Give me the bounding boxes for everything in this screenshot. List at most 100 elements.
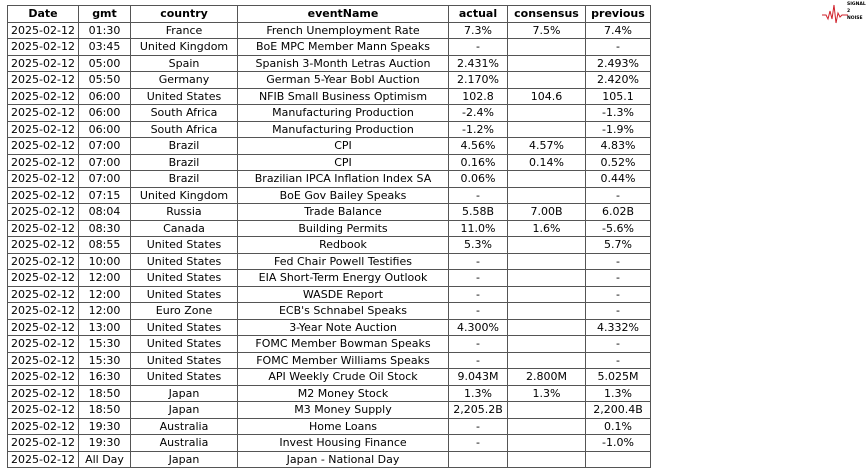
cell-country: Japan — [130, 384, 238, 402]
cell-gmt: 08:04 — [78, 203, 131, 221]
cell-date: 2025-02-12 — [7, 384, 79, 402]
table-row: 2025-02-12 19:30 Australia Invest Housing F… — [7, 434, 651, 452]
cell-consensus — [507, 252, 586, 270]
cell-previous: - — [585, 335, 651, 353]
cell-gmt: 18:50 — [78, 401, 131, 419]
cell-date: 2025-02-12 — [7, 269, 79, 287]
cell-date: 2025-02-12 — [7, 87, 79, 105]
cell-gmt: 15:30 — [78, 351, 131, 369]
cell-date: 2025-02-12 — [7, 401, 79, 419]
cell-date: 2025-02-12 — [7, 137, 79, 155]
cell-gmt: 06:00 — [78, 104, 131, 122]
cell-gmt: 06:00 — [78, 87, 131, 105]
cell-previous: 0.1% — [585, 417, 651, 435]
cell-actual: - — [448, 186, 508, 204]
cell-event-name: CPI — [237, 137, 449, 155]
column-header-actual: actual — [448, 5, 508, 23]
cell-consensus — [507, 417, 586, 435]
cell-date: 2025-02-12 — [7, 186, 79, 204]
cell-country: United States — [130, 335, 238, 353]
cell-consensus — [507, 285, 586, 303]
cell-consensus: 7.00B — [507, 203, 586, 221]
cell-gmt: 08:30 — [78, 219, 131, 237]
cell-event-name: Japan - National Day — [237, 450, 449, 468]
cell-date: 2025-02-12 — [7, 417, 79, 435]
table-row: 2025-02-12 10:00 United States Fed Chair Po… — [7, 252, 651, 270]
cell-event-name: German 5-Year Bobl Auction — [237, 71, 449, 89]
cell-gmt: 03:45 — [78, 38, 131, 56]
cell-country: Brazil — [130, 153, 238, 171]
cell-previous: - — [585, 38, 651, 56]
cell-actual: - — [448, 351, 508, 369]
cell-gmt: 08:55 — [78, 236, 131, 254]
cell-previous: - — [585, 186, 651, 204]
cell-consensus — [507, 186, 586, 204]
column-header-event-name: eventName — [237, 5, 449, 23]
table-row: 2025-02-12 07:00 Brazil CPI 4.56% 4.57% 4.83% — [7, 137, 651, 155]
cell-gmt: 12:00 — [78, 302, 131, 320]
cell-country: United Kingdom — [130, 38, 238, 56]
cell-event-name: Building Permits — [237, 219, 449, 237]
table-row: 2025-02-12 All Day Japan Japan - National D… — [7, 450, 651, 468]
cell-consensus — [507, 120, 586, 138]
cell-previous: 4.332% — [585, 318, 651, 336]
table-row: 2025-02-12 07:00 Brazil Brazilian IPCA Infl… — [7, 170, 651, 188]
cell-actual: 5.58B — [448, 203, 508, 221]
cell-gmt: 18:50 — [78, 384, 131, 402]
cell-actual: 2,205.2B — [448, 401, 508, 419]
cell-date: 2025-02-12 — [7, 351, 79, 369]
cell-previous: -1.0% — [585, 434, 651, 452]
cell-event-name: M2 Money Stock — [237, 384, 449, 402]
cell-event-name: M3 Money Supply — [237, 401, 449, 419]
cell-date: 2025-02-12 — [7, 219, 79, 237]
cell-consensus — [507, 302, 586, 320]
cell-previous: -1.3% — [585, 104, 651, 122]
cell-date: 2025-02-12 — [7, 21, 79, 39]
cell-event-name: FOMC Member Williams Speaks — [237, 351, 449, 369]
cell-country: Russia — [130, 203, 238, 221]
cell-gmt: 05:50 — [78, 71, 131, 89]
cell-country: United States — [130, 236, 238, 254]
cell-gmt: 07:00 — [78, 153, 131, 171]
cell-previous: 2.420% — [585, 71, 651, 89]
cell-country: United States — [130, 252, 238, 270]
table-row: 2025-02-12 15:30 United States FOMC Member … — [7, 351, 651, 369]
table-row: 2025-02-12 07:15 United Kingdom BoE Gov Bai… — [7, 186, 651, 204]
signal-2-noise-logo: SIGNAL 2 NOISE — [822, 1, 866, 25]
table-row: 2025-02-12 01:30 France French Unemployment… — [7, 21, 651, 39]
cell-event-name: Fed Chair Powell Testifies — [237, 252, 449, 270]
cell-gmt: 01:30 — [78, 21, 131, 39]
cell-country: United States — [130, 269, 238, 287]
cell-gmt: 16:30 — [78, 368, 131, 386]
cell-date: 2025-02-12 — [7, 71, 79, 89]
cell-actual: 9.043M — [448, 368, 508, 386]
column-header-country: country — [130, 5, 238, 23]
cell-actual: - — [448, 335, 508, 353]
cell-consensus: 0.14% — [507, 153, 586, 171]
cell-country: United States — [130, 87, 238, 105]
cell-actual: 7.3% — [448, 21, 508, 39]
table-row: 2025-02-12 18:50 Japan M2 Money Stock 1.3% 1.… — [7, 384, 651, 402]
cell-date: 2025-02-12 — [7, 302, 79, 320]
cell-event-name: Home Loans — [237, 417, 449, 435]
cell-date: 2025-02-12 — [7, 252, 79, 270]
cell-consensus — [507, 434, 586, 452]
cell-event-name: BoE MPC Member Mann Speaks — [237, 38, 449, 56]
economic-calendar-table: Date gmt country eventName actual consensus pr… — [7, 5, 651, 468]
cell-date: 2025-02-12 — [7, 54, 79, 72]
cell-previous: - — [585, 285, 651, 303]
cell-country: United States — [130, 285, 238, 303]
cell-consensus: 104.6 — [507, 87, 586, 105]
cell-actual: - — [448, 252, 508, 270]
table-row: 2025-02-12 05:50 Germany German 5-Year Bobl… — [7, 71, 651, 89]
cell-previous: - — [585, 351, 651, 369]
cell-event-name: EIA Short-Term Energy Outlook — [237, 269, 449, 287]
cell-event-name: BoE Gov Bailey Speaks — [237, 186, 449, 204]
cell-consensus — [507, 450, 586, 468]
cell-gmt: 19:30 — [78, 434, 131, 452]
cell-event-name: Redbook — [237, 236, 449, 254]
cell-actual: 5.3% — [448, 236, 508, 254]
cell-consensus: 1.6% — [507, 219, 586, 237]
cell-previous: 7.4% — [585, 21, 651, 39]
cell-gmt: 15:30 — [78, 335, 131, 353]
